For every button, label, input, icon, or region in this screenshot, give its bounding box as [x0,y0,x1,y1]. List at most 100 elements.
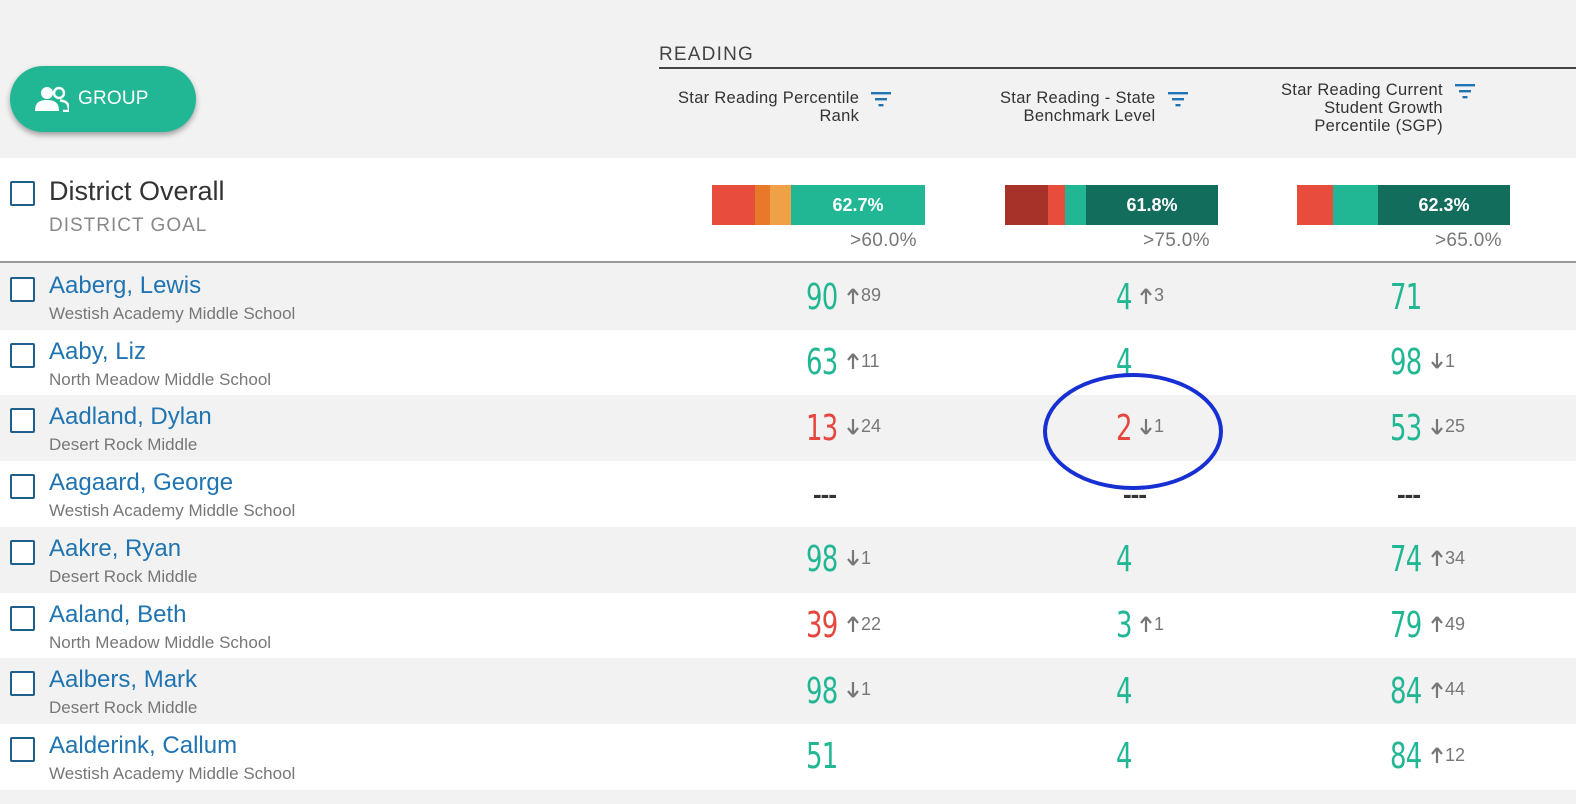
district-goal-growth-percentile: >65.0% [1435,230,1502,251]
arrow-up-icon [1140,616,1152,632]
row-checkbox[interactable] [10,539,35,565]
score-change: 1 [847,548,871,569]
row-checkbox[interactable] [10,736,35,762]
district-bar-growth-percentile: 62.3% [1297,185,1510,225]
table-row: Aaby, Liz North Meadow Middle School 63 11 4… [0,329,1576,396]
score-change: 22 [847,614,881,635]
row-checkbox[interactable] [10,474,35,500]
arrow-down-icon [1431,418,1443,435]
score-value: 98 [806,539,838,581]
student-name-link[interactable]: Aagaard, George [49,469,234,497]
score-change-value: 89 [861,285,882,305]
score-cell: 79 [1390,593,1434,659]
arrow-down-icon [1431,353,1443,369]
district-bar-benchmark-level: 61.8% [1005,185,1218,225]
arrow-down-icon [1140,418,1152,435]
student-name-link[interactable]: Aalbers, Mark [49,666,198,694]
score-change-value: 1 [1154,613,1165,634]
score-cell: 90 [806,264,850,330]
score-cell: 3 [1116,593,1138,659]
row-checkbox[interactable] [10,342,35,368]
student-school: North Meadow Middle School [49,369,272,389]
no-score: --- [813,478,837,509]
arrow-down-icon [847,418,859,435]
score-cell: 4 [1116,527,1138,593]
score-cell: 13 [806,395,850,461]
filter-icon[interactable] [871,91,892,107]
score-change-value: 1 [861,547,872,568]
student-school: Desert Rock Middle [49,566,198,586]
arrow-up-icon [1431,681,1443,698]
score-value: 98 [806,670,838,712]
arrow-up-icon [1431,550,1443,567]
district-checkbox[interactable] [10,181,35,206]
student-school: Desert Rock Middle [49,435,198,455]
row-checkbox[interactable] [10,671,35,697]
score-value: 51 [806,736,838,778]
score-cell: 98 [806,658,850,724]
score-value: 39 [806,605,838,646]
student-name-link[interactable]: Aadland, Dylan [49,403,212,431]
score-change: 1 [1140,614,1164,635]
score-change: 49 [1431,614,1465,635]
score-value: 4 [1116,342,1132,384]
score-value: 90 [806,276,838,318]
table-row: Aaland, Beth North Meadow Middle School 39… [0,592,1576,659]
student-school: North Meadow Middle School [49,632,272,652]
row-checkbox[interactable] [10,277,35,302]
score-cell: 71 [1390,264,1434,330]
section-divider [659,67,1576,69]
student-name-link[interactable]: Aakre, Ryan [49,534,182,562]
district-title: District Overall [49,176,225,206]
score-change-value: 34 [1445,547,1466,568]
table-row: Aagaard, George Westish Academy Middle Sc… [0,461,1576,528]
table-row: Aadland, Dylan Desert Rock Middle 13 24 2 1 53… [0,395,1576,462]
score-change: 11 [847,351,880,372]
row-checkbox[interactable] [10,408,35,434]
table-row: Aaberg, Lewis Westish Academy Middle Scho… [0,264,1576,330]
score-value: 98 [1390,342,1422,384]
group-button[interactable]: GROUP [10,66,196,132]
district-overall-row: District Overall DISTRICT GOAL 62.7% >60… [0,158,1576,263]
student-name-link[interactable]: Aaland, Beth [49,600,187,628]
score-cell: 4 [1116,724,1138,790]
score-cell: --- [813,461,837,527]
score-cell: 98 [1390,330,1434,396]
score-change: 12 [1431,745,1465,766]
bar-segment [1065,185,1086,225]
score-change: 3 [1140,285,1164,306]
bar-segment [1005,185,1048,225]
arrow-down-icon [847,550,859,567]
score-change-value: 49 [1445,613,1466,634]
bar-segment [1333,185,1378,225]
student-name-link[interactable]: Aaby, Liz [49,337,146,365]
arrow-up-icon [1140,287,1152,304]
score-value: 74 [1390,539,1422,581]
student-name-link[interactable]: Aalderink, Callum [49,731,238,759]
district-goal-label: DISTRICT GOAL [49,215,208,236]
row-checkbox[interactable] [10,605,35,631]
score-cell: --- [1397,461,1421,527]
score-cell: 4 [1116,658,1138,724]
arrow-up-icon [847,616,859,632]
district-goal-percentile-rank: >60.0% [850,230,917,251]
bar-segment: 62.7% [791,185,925,225]
score-cell: 53 [1390,395,1434,461]
column-header-label: Star Reading - State Benchmark Level [1000,89,1156,125]
score-cell: 98 [806,527,850,593]
student-school: Westish Academy Middle School [49,501,296,521]
filter-icon[interactable] [1167,91,1188,107]
score-change-value: 1 [1445,350,1456,371]
bar-segment: 61.8% [1086,185,1218,225]
filter-icon[interactable] [1454,83,1475,99]
score-change-value: 24 [861,416,882,437]
score-change-value: 3 [1154,285,1165,305]
score-change-value: 22 [861,613,882,634]
score-value: 2 [1116,407,1132,449]
score-change-value: 1 [861,679,872,700]
score-cell: 4 [1116,330,1138,396]
score-change: 34 [1431,548,1465,569]
student-name-link[interactable]: Aaberg, Lewis [49,272,202,299]
table-row: Aalderink, Callum Westish Academy Middle … [0,723,1576,790]
score-change-value: 25 [1445,416,1466,437]
